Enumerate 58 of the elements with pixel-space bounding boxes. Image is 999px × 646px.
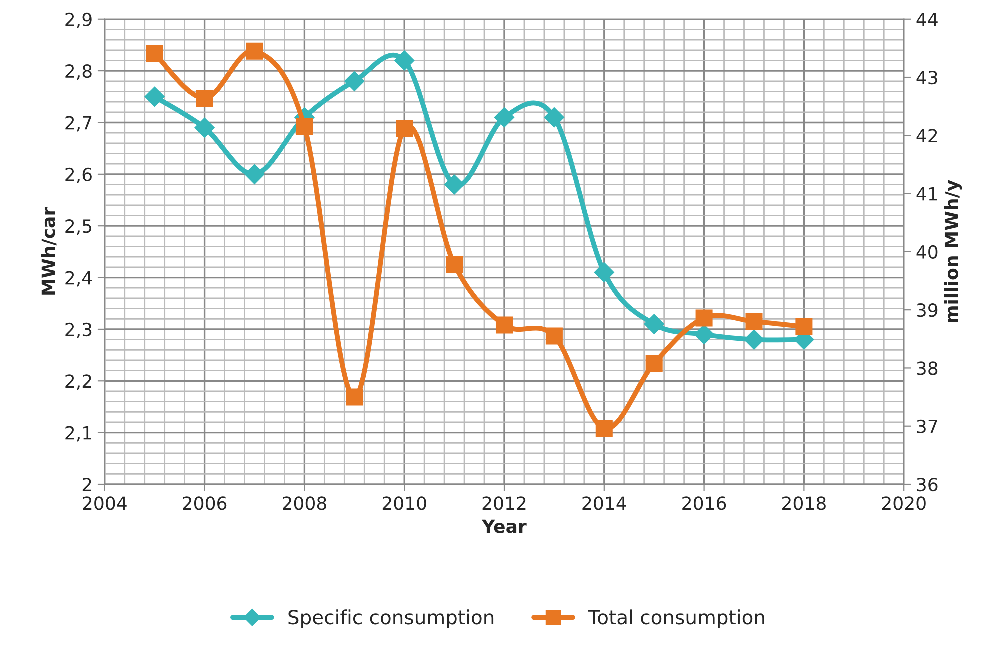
legend-label: Specific consumption [288, 610, 494, 628]
point [796, 318, 813, 336]
y2-tick-label: 36 [917, 478, 938, 492]
point [744, 329, 765, 350]
y2-tick-label: 43 [916, 70, 938, 85]
x-tick-label: 2014 [582, 496, 626, 510]
point [346, 388, 364, 406]
point [146, 45, 164, 62]
point [194, 118, 216, 138]
point [644, 314, 665, 335]
x-tick-label: 2012 [482, 496, 526, 510]
y2-tick-label: 37 [917, 420, 938, 434]
y-axis-title: MWh/car [41, 207, 57, 295]
x-tick-label: 2008 [283, 496, 326, 510]
point [696, 310, 713, 327]
y2-tick-label: 39 [917, 304, 938, 318]
y2-tick-label: 38 [917, 362, 938, 376]
y2-tick-label: 40 [916, 245, 938, 260]
x-tick-label: 2004 [83, 496, 127, 510]
y-tick-label: 2,6 [66, 168, 92, 184]
x-tick-label: 2010 [382, 496, 426, 510]
point [344, 71, 365, 92]
point [396, 120, 414, 138]
x-tick-label: 2018 [782, 496, 826, 510]
y-tick-label: 2,7 [66, 116, 92, 132]
point [246, 42, 264, 60]
y2-tick-label: 42 [916, 129, 938, 143]
y-tick-label: 2 [82, 478, 92, 492]
point [244, 164, 266, 185]
x-tick-label: 2020 [882, 496, 926, 510]
y-tick-label: 2,2 [66, 374, 92, 390]
y2-tick-label: 44 [916, 13, 938, 26]
legend-label: Total consumption [588, 610, 764, 628]
y-tick-label: 2,3 [66, 322, 92, 338]
y2-axis-title: million MWh/y [944, 180, 962, 323]
y-tick-label: 2,5 [66, 220, 92, 236]
point [494, 107, 515, 128]
x-tick-label: 2016 [682, 496, 726, 510]
point [296, 118, 314, 136]
y-tick-label: 2,9 [66, 12, 92, 28]
point [594, 262, 615, 283]
y-tick-label: 2,8 [66, 64, 92, 80]
point [444, 174, 465, 196]
point [646, 355, 663, 372]
point [394, 50, 415, 72]
point [496, 316, 513, 334]
point [544, 107, 565, 128]
y-tick-label: 2,1 [66, 426, 92, 442]
y-tick-label: 2,4 [66, 271, 92, 287]
point [596, 420, 613, 438]
point [546, 328, 563, 345]
point [144, 86, 166, 108]
y2-tick-label: 41 [916, 187, 938, 201]
x-axis-title: Year [482, 520, 527, 534]
x-tick-label: 2006 [183, 496, 227, 510]
point [196, 90, 214, 107]
point [746, 313, 763, 330]
point [446, 256, 464, 274]
